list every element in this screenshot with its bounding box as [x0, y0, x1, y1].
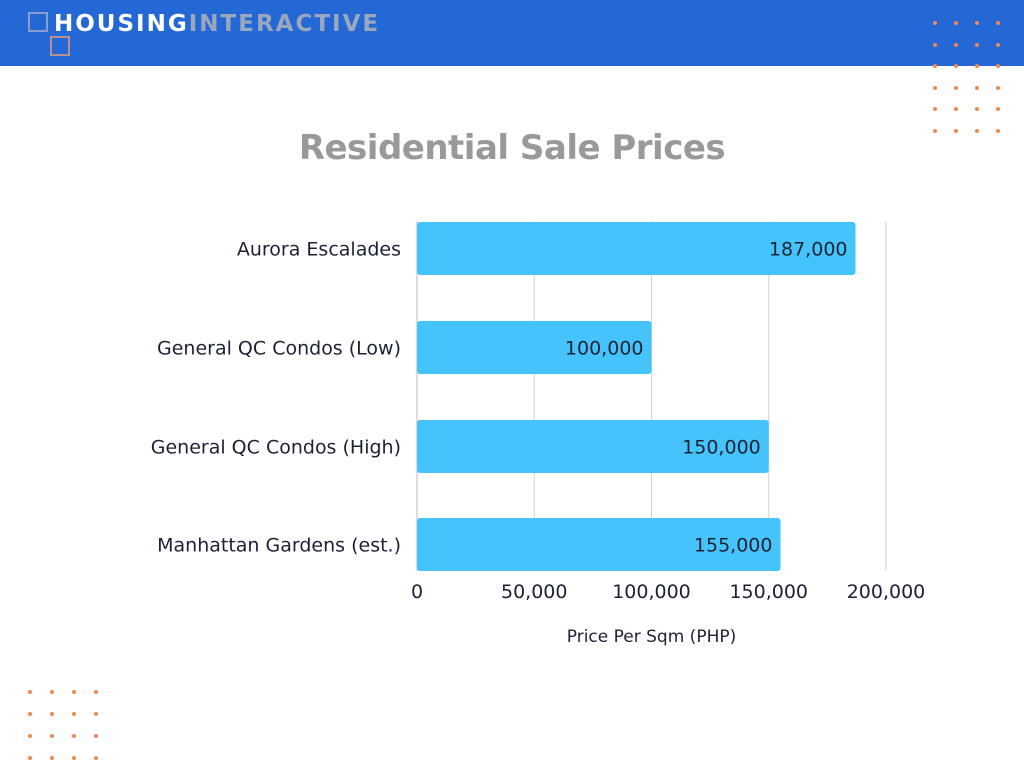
decorative-dot: [954, 42, 958, 47]
decorative-dot: [28, 756, 32, 760]
decorative-dot: [954, 85, 958, 90]
decorative-dot: [975, 128, 979, 133]
category-label: General QC Condos (High): [151, 437, 401, 459]
header-bar: HOUSINGINTERACTIVE: [0, 0, 1024, 66]
logo: HOUSINGINTERACTIVE: [54, 10, 380, 38]
decorative-dot: [72, 690, 76, 694]
decorative-dot: [933, 21, 937, 25]
chart-title: Residential Sale Prices: [298, 128, 726, 168]
decorative-dot: [50, 690, 54, 694]
data-label: 187,000: [769, 239, 848, 261]
data-label: 155,000: [694, 535, 773, 557]
decorative-dot: [954, 107, 958, 111]
decorative-dot: [996, 64, 1000, 68]
decorative-dot: [954, 21, 958, 25]
decorative-dot: [933, 42, 937, 47]
decorative-dot: [933, 128, 937, 133]
decorative-dot: [954, 128, 958, 133]
decorative-dot: [933, 107, 937, 111]
decorative-dot: [996, 128, 1000, 133]
x-tick-label: 200,000: [847, 581, 926, 603]
decorative-dot: [975, 42, 979, 47]
decorative-dot: [72, 734, 76, 738]
logo-word-housing: HOUSING: [54, 11, 189, 37]
category-label: Aurora Escalades: [237, 239, 401, 261]
decorative-dot: [933, 85, 937, 90]
decorative-dot: [50, 734, 54, 738]
decorative-dot: [50, 712, 54, 716]
decorative-dot: [50, 756, 54, 760]
decorative-dot: [954, 64, 958, 68]
decorative-dot: [94, 734, 98, 738]
decorative-dot: [72, 712, 76, 716]
decorative-dot: [28, 712, 32, 716]
decorative-dot: [975, 64, 979, 68]
decorative-dot: [975, 21, 979, 25]
decorative-dot: [94, 690, 98, 694]
logo-square-icon: [50, 36, 70, 56]
bar: [417, 222, 856, 275]
x-tick-label: 50,000: [501, 581, 567, 603]
logo-mark: [28, 12, 74, 58]
decorative-dot: [72, 756, 76, 760]
x-tick-label: 100,000: [612, 581, 691, 603]
decorative-dot: [975, 107, 979, 111]
decorative-dot: [28, 690, 32, 694]
data-label: 100,000: [565, 338, 644, 360]
decorative-dot: [996, 42, 1000, 47]
decorative-dot: [975, 85, 979, 90]
x-axis-title: Price Per Sqm (PHP): [567, 627, 736, 647]
data-label: 150,000: [682, 437, 761, 459]
decorative-dot: [996, 107, 1000, 111]
x-tick-label: 150,000: [729, 581, 808, 603]
logo-square-icon: [28, 12, 48, 32]
decorative-dot: [996, 21, 1000, 25]
decorative-dot: [28, 734, 32, 738]
decorative-dot: [94, 756, 98, 760]
x-tick-label: 0: [411, 581, 423, 603]
bar: [417, 518, 781, 571]
bar: [417, 321, 652, 374]
decorative-dot: [996, 85, 1000, 90]
decorative-dot: [94, 712, 98, 716]
logo-word-interactive: INTERACTIVE: [188, 11, 381, 37]
decorative-dot: [933, 64, 937, 68]
bar: [417, 420, 769, 473]
category-label: Manhattan Gardens (est.): [157, 535, 401, 557]
category-label: General QC Condos (Low): [157, 338, 401, 360]
